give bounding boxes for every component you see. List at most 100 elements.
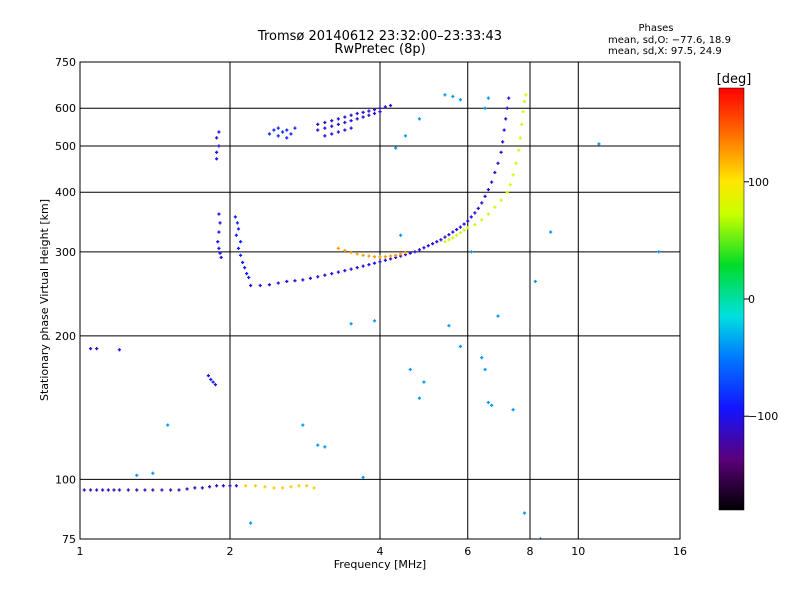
data-point [462, 222, 466, 226]
data-point [336, 270, 340, 274]
colorbar-tick-label: 0 [748, 293, 755, 306]
x-tick-label: 10 [571, 545, 585, 558]
data-point [217, 212, 221, 216]
data-point [378, 110, 382, 114]
data-point [538, 537, 543, 539]
data-point [496, 314, 500, 318]
data-point [443, 93, 447, 97]
data-point [486, 96, 490, 100]
data-point [417, 248, 422, 252]
y-tick-label: 500 [55, 140, 76, 153]
data-point [388, 103, 393, 108]
data-point [383, 255, 387, 259]
data-point [218, 251, 222, 255]
data-point [106, 488, 110, 492]
y-tick-label: 600 [55, 102, 76, 115]
data-point [493, 170, 497, 175]
data-point [514, 161, 518, 165]
data-point [462, 228, 466, 232]
data-point [447, 324, 451, 328]
data-point [372, 319, 377, 323]
data-point [330, 124, 334, 128]
data-point [597, 142, 601, 146]
data-point [312, 486, 316, 490]
data-point [160, 488, 164, 492]
data-point [217, 144, 221, 148]
phase-stats-x: mean, sd,X: 97.5, 24.9 [608, 46, 722, 57]
data-point [330, 119, 334, 123]
data-point [458, 344, 463, 349]
data-point [297, 484, 301, 488]
data-point [367, 254, 371, 258]
data-point [372, 261, 377, 265]
data-point [238, 240, 243, 244]
data-point [169, 488, 173, 492]
data-point [117, 488, 122, 492]
data-point [367, 113, 371, 117]
data-point [355, 117, 359, 121]
y-tick-label: 200 [55, 330, 76, 343]
data-point [336, 122, 340, 126]
data-point [316, 122, 320, 126]
data-point [361, 475, 365, 479]
data-point [490, 403, 494, 407]
data-point [308, 276, 313, 280]
data-point [280, 486, 285, 490]
data-point [520, 122, 524, 126]
data-point [135, 488, 139, 492]
data-point [135, 473, 139, 477]
data-point [451, 94, 455, 99]
x-tick-label: 6 [464, 545, 471, 558]
data-point [316, 443, 320, 447]
data-point [244, 484, 248, 488]
data-point [330, 132, 334, 136]
y-tick-label: 300 [55, 246, 76, 259]
data-point [443, 240, 447, 244]
data-point [323, 273, 327, 277]
data-point [439, 238, 443, 242]
data-point [343, 268, 347, 273]
data-point [455, 227, 459, 232]
data-point [496, 161, 500, 165]
colorbar-tick-label: 100 [748, 176, 769, 189]
data-point [349, 113, 353, 117]
data-point [200, 486, 204, 490]
data-point [549, 230, 553, 234]
data-point [499, 150, 503, 154]
data-point [403, 134, 408, 138]
data-point [343, 248, 347, 253]
data-point [473, 223, 477, 227]
data-point [508, 182, 512, 187]
data-point [249, 521, 253, 525]
data-point [473, 211, 477, 215]
colorbar-ticks: 100 0 −100 [744, 176, 778, 423]
data-point [293, 126, 297, 130]
data-point [408, 251, 412, 255]
data-point [458, 231, 463, 235]
data-point [388, 254, 393, 258]
data-point [349, 119, 353, 123]
data-point [521, 110, 525, 114]
data-point [394, 253, 398, 257]
data-point [451, 230, 455, 234]
data-point [276, 134, 280, 138]
data-point [193, 486, 197, 490]
data-point [95, 347, 99, 351]
chart-subtitle: RwPretec (8p) [334, 42, 425, 57]
data-point [469, 215, 473, 219]
colorbar-label: [deg] [717, 72, 752, 87]
data-point [349, 126, 353, 130]
data-point [233, 215, 237, 219]
data-point [289, 485, 293, 489]
data-point [343, 115, 347, 119]
data-point [511, 173, 515, 177]
data-point [263, 485, 267, 489]
y-axis-label: Stationary phase Virtual Height [km] [38, 199, 51, 401]
data-point [258, 283, 262, 288]
data-point [430, 242, 435, 246]
data-point [207, 485, 212, 489]
data-point [518, 136, 522, 140]
data-point [301, 278, 305, 282]
data-point [524, 93, 528, 97]
data-point [447, 238, 451, 242]
